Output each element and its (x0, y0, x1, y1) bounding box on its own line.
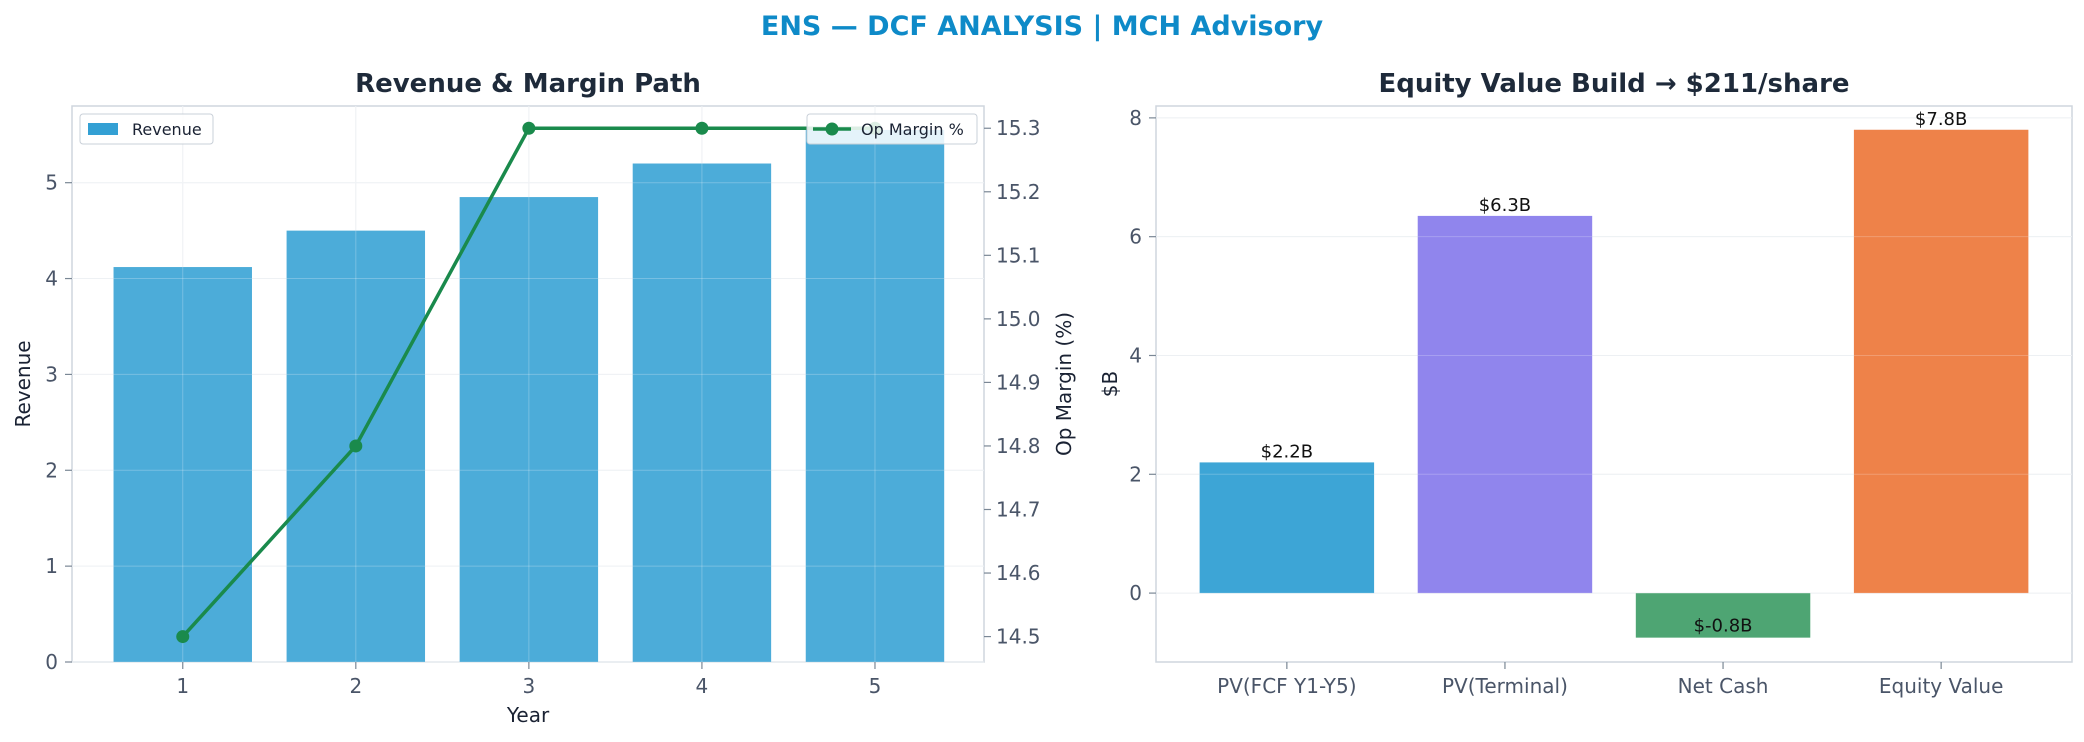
equity-x-ticks: PV(FCF Y1-Y5) PV(Terminal) Net Cash Equity … (1217, 662, 2003, 698)
op-margin-point (349, 439, 363, 453)
equity-bar (1199, 462, 1375, 594)
equity-y-tick-label: 6 (1129, 225, 1142, 249)
revenue-bar (805, 129, 945, 662)
op-margin-y-tick-label: 15.3 (996, 116, 1041, 140)
op-margin-legend-box (806, 113, 978, 145)
op-margin-y-tick-label: 14.5 (996, 625, 1041, 649)
op-margin-y-tick-label: 15.2 (996, 180, 1041, 204)
revenue-y-tick-label: 1 (45, 554, 58, 578)
revenue-bars (72, 106, 984, 663)
equity-y-tick-label: 2 (1129, 462, 1142, 486)
equity-bars (1156, 117, 2072, 638)
equity-data-labels: $2.2B $6.3B $-0.8B $7.8B (1261, 109, 1968, 637)
revenue-bar (113, 267, 252, 662)
op-margin-y-tick-label: 14.9 (996, 370, 1041, 394)
equity-value-chart: Equity Value Build → $211/share $2.2B $6.… (1098, 69, 2073, 698)
revenue-y-tick-label: 4 (45, 267, 58, 291)
revenue-x-axis-label: Year (506, 703, 550, 727)
revenue-x-tick-label: 1 (176, 674, 189, 698)
op-margin-point (695, 121, 709, 135)
op-margin-point (522, 121, 536, 135)
revenue-legend: Revenue (79, 113, 214, 145)
revenue-legend-label: Revenue (132, 120, 202, 139)
equity-data-label: $7.8B (1915, 109, 1967, 130)
op-margin-legend: Op Margin % (806, 113, 978, 145)
op-margin-y-tick-label: 15.1 (996, 243, 1041, 267)
op-margin-y-tick-label: 14.8 (996, 434, 1041, 458)
equity-data-label: $6.3B (1479, 195, 1531, 216)
figure-title: ENS — DCF ANALYSIS | MCH Advisory (761, 11, 1324, 42)
equity-x-tick-label: Net Cash (1678, 674, 1769, 698)
op-margin-legend-marker (825, 122, 839, 136)
equity-y-tick-label: 0 (1129, 581, 1142, 605)
revenue-y-ticks: 0 1 2 3 4 5 (45, 171, 72, 674)
revenue-x-tick-label: 2 (349, 674, 362, 698)
op-margin-y-ticks: 14.5 14.6 14.7 14.8 14.9 15.0 15.1 15.2 15.3 (984, 116, 1041, 649)
op-margin-legend-label: Op Margin % (861, 120, 964, 139)
equity-data-label: $2.2B (1261, 441, 1313, 462)
revenue-x-tick-label: 5 (869, 674, 882, 698)
equity-x-tick-label: Equity Value (1879, 674, 2004, 698)
revenue-x-ticks: 1 2 3 4 5 (176, 662, 881, 698)
equity-bar (1417, 215, 1593, 594)
equity-y-tick-label: 8 (1129, 106, 1142, 130)
op-margin-y-tick-label: 14.6 (996, 561, 1041, 585)
equity-data-label: $-0.8B (1694, 616, 1753, 637)
revenue-chart-title: Revenue & Margin Path (355, 69, 701, 99)
revenue-bar (459, 197, 599, 662)
equity-x-tick-label: PV(Terminal) (1442, 674, 1568, 698)
revenue-legend-box (79, 113, 214, 145)
equity-y-axis-label: $B (1098, 371, 1122, 397)
revenue-y-tick-label: 2 (45, 458, 58, 482)
equity-y-ticks: 0 2 4 6 8 (1129, 106, 1156, 605)
equity-bar (1853, 129, 2029, 594)
equity-x-tick-label: PV(FCF Y1-Y5) (1217, 674, 1356, 698)
equity-y-tick-label: 4 (1129, 343, 1142, 367)
revenue-bar (632, 163, 772, 662)
revenue-x-tick-label: 4 (696, 674, 709, 698)
revenue-y-axis-label: Revenue (11, 340, 35, 427)
revenue-y-tick-label: 3 (45, 362, 58, 386)
revenue-x-tick-label: 3 (522, 674, 535, 698)
revenue-y-tick-label: 0 (45, 650, 58, 674)
op-margin-y-axis-label: Op Margin (%) (1052, 312, 1076, 456)
revenue-legend-swatch (88, 123, 118, 135)
revenue-y-tick-label: 5 (45, 171, 58, 195)
equity-bar (1635, 593, 1811, 638)
equity-chart-title: Equity Value Build → $211/share (1378, 69, 1849, 99)
op-margin-point (176, 630, 190, 644)
op-margin-y-tick-label: 15.0 (996, 307, 1041, 331)
op-margin-y-tick-label: 14.7 (996, 497, 1041, 521)
